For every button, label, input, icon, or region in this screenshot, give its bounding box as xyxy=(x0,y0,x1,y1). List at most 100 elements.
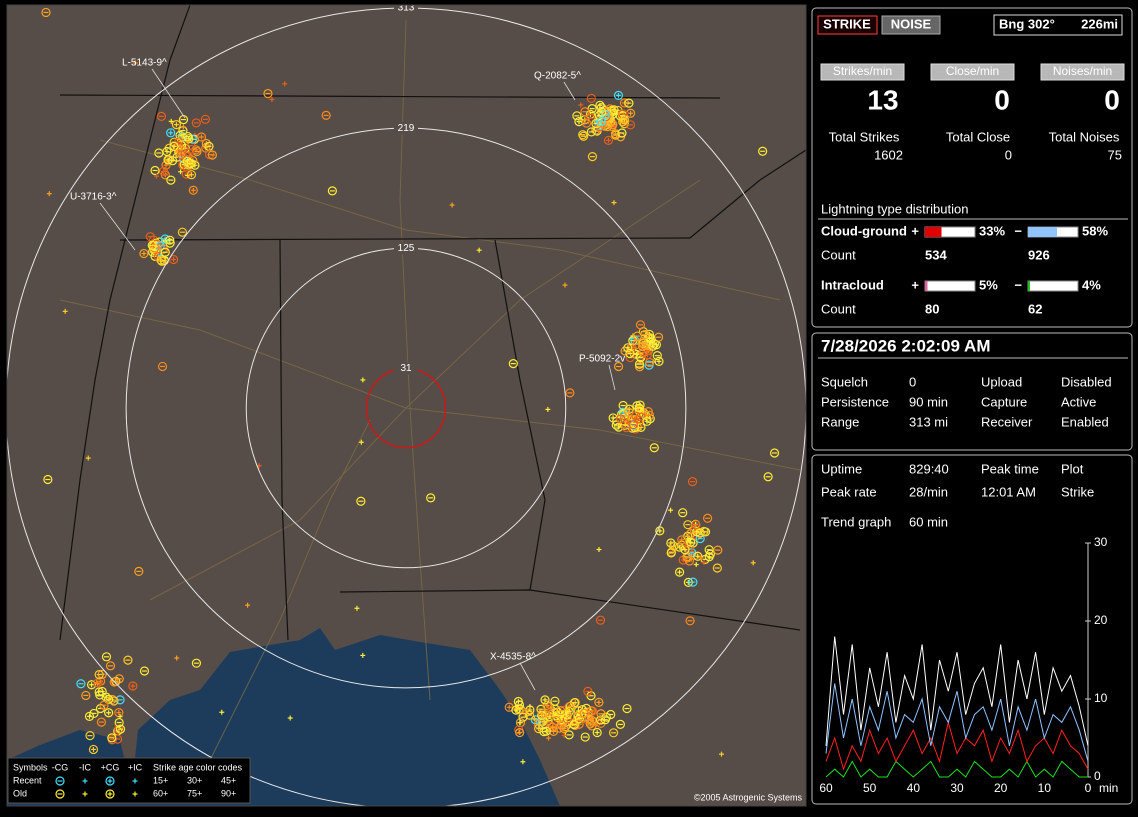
symbol-ring xyxy=(615,719,625,730)
rate-button[interactable] xyxy=(820,63,905,81)
ring-label-bg xyxy=(394,362,418,375)
strike-symbol xyxy=(85,731,95,741)
strike-symbol xyxy=(82,778,88,784)
symbol-ring xyxy=(597,107,607,117)
symbol-ring xyxy=(583,686,593,697)
strike-symbol xyxy=(556,720,567,730)
distance: 226mi xyxy=(1081,16,1118,31)
mode-button[interactable] xyxy=(817,15,878,35)
strike-symbol xyxy=(43,474,53,485)
symbol-ring xyxy=(157,361,168,372)
strike-symbol xyxy=(649,443,659,453)
info-cell: Active xyxy=(1061,394,1096,409)
strike-symbol xyxy=(46,191,52,197)
strike-symbol xyxy=(712,563,722,573)
strike-symbol xyxy=(449,202,455,208)
strike-symbol xyxy=(360,652,366,658)
strike-symbol xyxy=(594,697,604,707)
symbol-ring xyxy=(699,526,709,537)
strike-symbol xyxy=(150,165,160,176)
strike-symbol xyxy=(107,733,117,743)
symbol-ring xyxy=(184,160,194,170)
strike-symbol xyxy=(88,744,99,755)
info-cell: Disabled xyxy=(1061,374,1112,389)
strike-symbol xyxy=(168,118,174,124)
mode-label: STRIKE xyxy=(823,16,871,31)
strike-symbol xyxy=(177,227,188,237)
symbol-ring xyxy=(184,148,195,158)
symbol-ring xyxy=(161,160,171,170)
symbol-ring xyxy=(685,616,695,626)
symbol-ring xyxy=(150,165,160,176)
rate-value: 0 xyxy=(1104,84,1120,115)
strike-symbol xyxy=(642,416,652,426)
total-value: 1602 xyxy=(874,147,903,162)
stats-cell: 12:01 AM xyxy=(981,484,1036,499)
strike-symbol xyxy=(586,127,596,137)
strike-symbol xyxy=(165,235,175,245)
strike-symbol xyxy=(520,759,526,765)
legend-box xyxy=(7,757,251,804)
strike-symbol xyxy=(105,661,116,671)
symbol-ring xyxy=(178,132,188,142)
rate-label: Strikes/min xyxy=(833,64,892,78)
strike-symbol xyxy=(578,130,588,140)
symbol-ring xyxy=(85,731,95,741)
strike-symbol xyxy=(99,700,109,710)
strike-symbol xyxy=(693,551,703,561)
strike-symbol xyxy=(678,508,688,518)
strike-symbol xyxy=(104,708,114,718)
leader-line xyxy=(563,81,576,101)
x-tick-label: 50 xyxy=(863,781,877,795)
strike-symbol xyxy=(105,776,115,786)
strike-symbol xyxy=(207,150,217,160)
rate-button[interactable] xyxy=(1040,63,1125,81)
symbol-ring xyxy=(578,130,588,140)
sign: − xyxy=(1014,277,1022,292)
symbol-ring xyxy=(684,556,695,566)
ring-label: 125 xyxy=(398,243,415,254)
strike-symbol xyxy=(86,680,97,690)
symbol-ring xyxy=(41,7,51,18)
symbol-ring xyxy=(565,388,575,398)
sign: + xyxy=(911,223,919,238)
strike-symbol xyxy=(160,247,170,257)
symbol-ring xyxy=(188,185,198,195)
symbol-ring xyxy=(644,410,655,420)
strike-symbol xyxy=(191,118,201,128)
symbol-ring xyxy=(691,520,701,530)
panel-frame xyxy=(811,7,1133,328)
symbol-ring xyxy=(595,715,606,725)
legend-age: 90+ xyxy=(221,788,236,798)
strike-symbol xyxy=(611,200,617,206)
strike-symbol xyxy=(85,455,91,461)
strike-symbol xyxy=(546,735,552,741)
mode-button[interactable] xyxy=(881,15,941,35)
strike-symbol xyxy=(763,472,773,482)
strike-symbol xyxy=(76,679,86,689)
strike-symbol xyxy=(356,496,366,506)
symbol-ring xyxy=(76,679,86,689)
strike-symbol xyxy=(692,527,702,537)
symbol-ring xyxy=(94,687,104,697)
strike-symbol xyxy=(619,115,630,125)
symbol-ring xyxy=(548,726,559,736)
strike-symbol xyxy=(156,255,166,265)
symbol-ring xyxy=(642,350,653,360)
symbol-ring xyxy=(101,652,112,662)
strike-symbol xyxy=(622,703,632,714)
rate-button[interactable] xyxy=(930,63,1015,81)
symbol-ring xyxy=(105,776,115,786)
symbol-ring xyxy=(103,694,114,704)
copyright: ©2005 Astrogenic Systems xyxy=(694,792,803,802)
symbol-ring xyxy=(147,240,157,250)
symbol-ring xyxy=(686,537,696,547)
symbol-ring xyxy=(169,141,179,151)
symbol-ring xyxy=(105,661,116,671)
strike-symbol xyxy=(89,708,99,719)
bearing: Bng 302° xyxy=(999,16,1055,31)
symbol-ring xyxy=(646,334,656,344)
strike-symbol xyxy=(699,526,709,537)
symbol-ring xyxy=(81,690,91,701)
